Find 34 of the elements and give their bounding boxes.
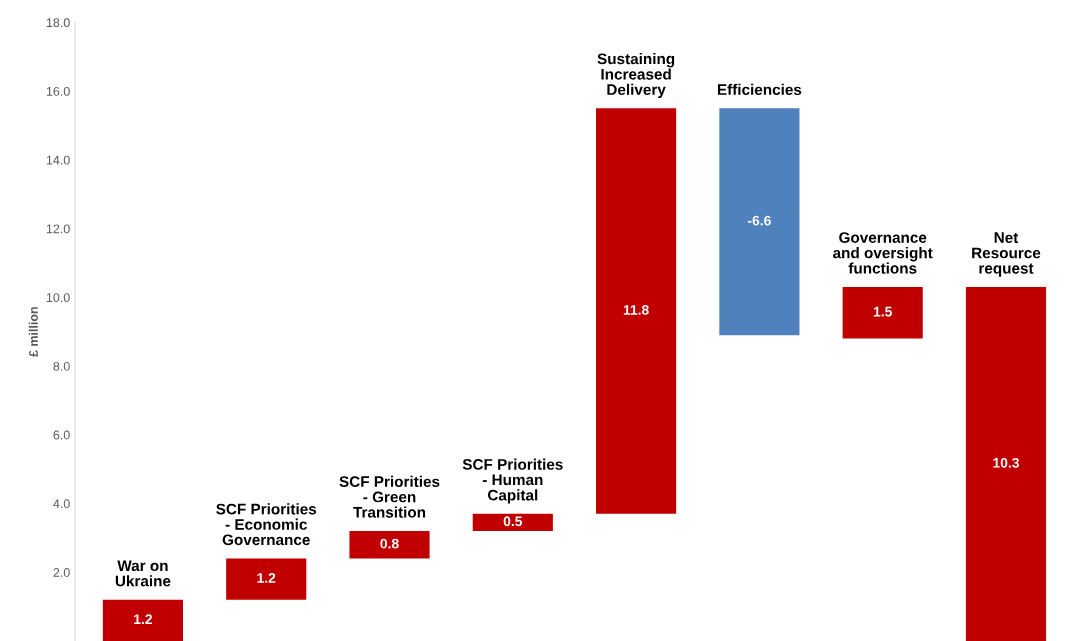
y-tick-label: 16.0: [46, 86, 70, 96]
bar: [472, 513, 553, 532]
data-label: 0.5: [503, 516, 523, 527]
data-label: 10.3: [993, 457, 1019, 468]
x-tick-label: Governance and oversight functions: [833, 232, 933, 274]
data-label: 0.8: [380, 538, 399, 549]
x-tick-label: SCF Priorities - Green Transition: [339, 475, 440, 518]
bar: [719, 108, 800, 336]
bar: [596, 108, 677, 514]
bar: [349, 531, 430, 559]
x-tick-label: War on Ukraine: [115, 560, 171, 587]
x-tick-label: Net Resource request: [972, 232, 1041, 277]
y-tick-label: 14.0: [46, 155, 70, 165]
x-tick-label: Sustaining Increased Delivery: [597, 53, 675, 99]
y-tick-label: 18.0: [46, 18, 70, 28]
bar: [102, 599, 183, 641]
data-label: 1.2: [257, 573, 276, 583]
x-tick-label: Efficiencies: [717, 83, 802, 96]
y-tick-label: 10.0: [46, 293, 70, 303]
y-tick-label: 6.0: [53, 430, 70, 440]
y-axis-title: £ million: [28, 307, 38, 357]
bar: [226, 558, 307, 600]
y-tick-label: 12.0: [46, 224, 70, 234]
data-label: 1.2: [134, 614, 153, 624]
data-label: 1.5: [873, 306, 892, 317]
bar: [842, 287, 923, 339]
data-label: -6.6: [747, 215, 771, 226]
y-tick-label: 4.0: [53, 499, 70, 509]
x-tick-label: SCF Priorities - Economic Governance: [216, 503, 317, 546]
y-tick-label: 2.0: [53, 568, 70, 577]
x-tick-label: SCF Priorities - Human Capital: [462, 458, 563, 504]
y-tick-label: 8.0: [53, 361, 70, 371]
data-label: 11.8: [623, 304, 649, 315]
bar: [965, 287, 1047, 641]
